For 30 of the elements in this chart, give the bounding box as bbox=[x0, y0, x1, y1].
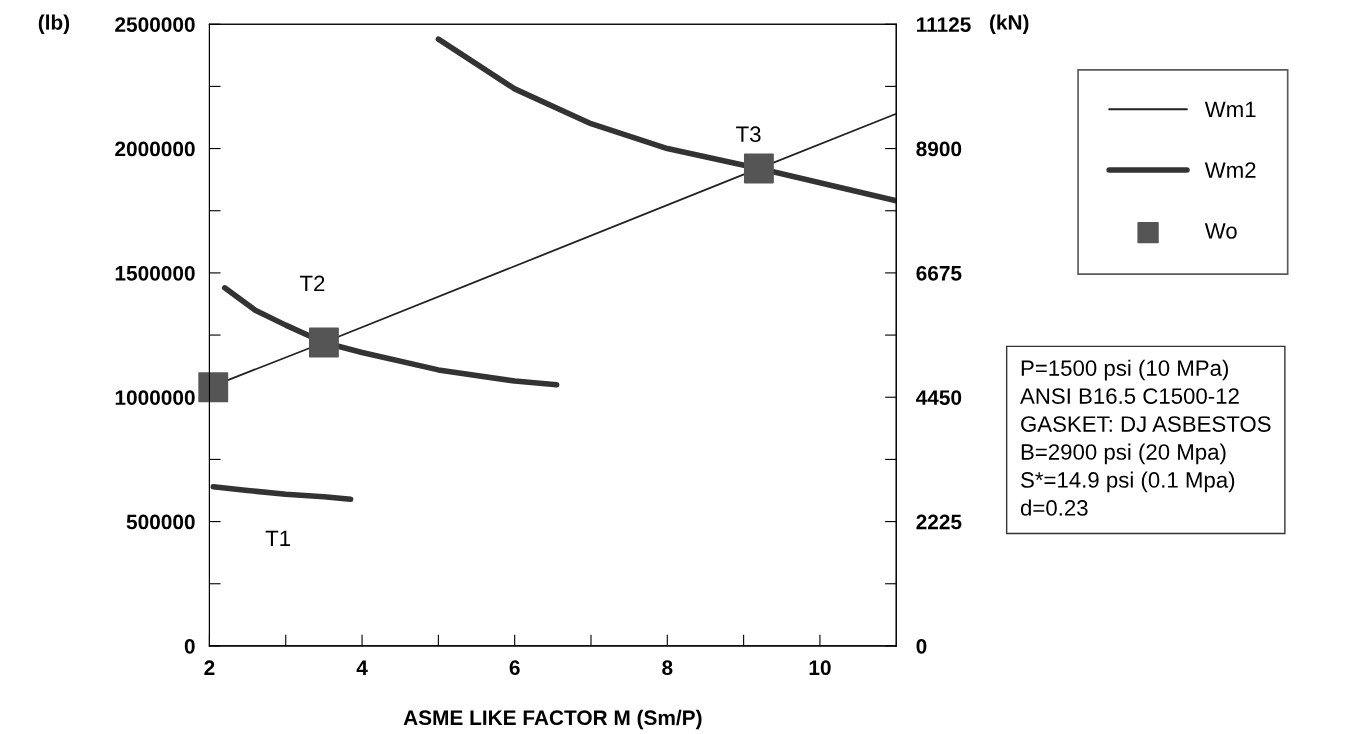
x-tick-label: 10 bbox=[809, 660, 831, 676]
text: P=1500 psi (10 MPa) ANSI B16.5 C1500-12 GASKET: DJ ASBESTOS B=2900 psi (20 Mpa) S*=14.9 psi (0.1 Mpa) d=0.23 bbox=[1020, 359, 1271, 516]
y2-tick-label: 0 bbox=[916, 638, 927, 654]
annotation: T2 bbox=[299, 275, 325, 292]
point bbox=[308, 327, 339, 358]
x-tick-label: 6 bbox=[509, 660, 520, 676]
x-tick-label: 8 bbox=[662, 660, 673, 676]
y2-tick-label: 8900 bbox=[916, 141, 962, 157]
y-tick-label: 2500000 bbox=[115, 17, 195, 32]
point bbox=[743, 153, 774, 184]
y-axis-title: (lb) bbox=[38, 14, 70, 34]
legend-label: Wo bbox=[1204, 223, 1237, 239]
annotation: T1 bbox=[265, 530, 290, 546]
y2-axis-title: (kN) bbox=[990, 14, 1029, 34]
y-tick-label: 2000000 bbox=[115, 141, 195, 157]
legend-label: Wm1 bbox=[1204, 101, 1256, 118]
x-axis-title: ASME LIKE FACTOR M (Sm/P) bbox=[403, 709, 702, 730]
y2-tick-label: 6675 bbox=[916, 265, 962, 281]
x-tick-label: 2 bbox=[204, 660, 215, 675]
y2-tick-label: 4450 bbox=[916, 390, 962, 405]
y2-tick-label: 2225 bbox=[916, 514, 962, 530]
point bbox=[198, 372, 229, 403]
annotation: T3 bbox=[736, 126, 761, 143]
y-tick-label: 1500000 bbox=[115, 265, 195, 281]
y-tick-label: 1000000 bbox=[115, 390, 195, 405]
y2-tick-label: 11125 bbox=[917, 17, 971, 32]
x-tick-label: 4 bbox=[356, 660, 368, 675]
y-tick-label: 0 bbox=[184, 638, 195, 654]
legend-label: Wm2 bbox=[1204, 162, 1256, 178]
y-tick-label: 500000 bbox=[126, 514, 195, 530]
